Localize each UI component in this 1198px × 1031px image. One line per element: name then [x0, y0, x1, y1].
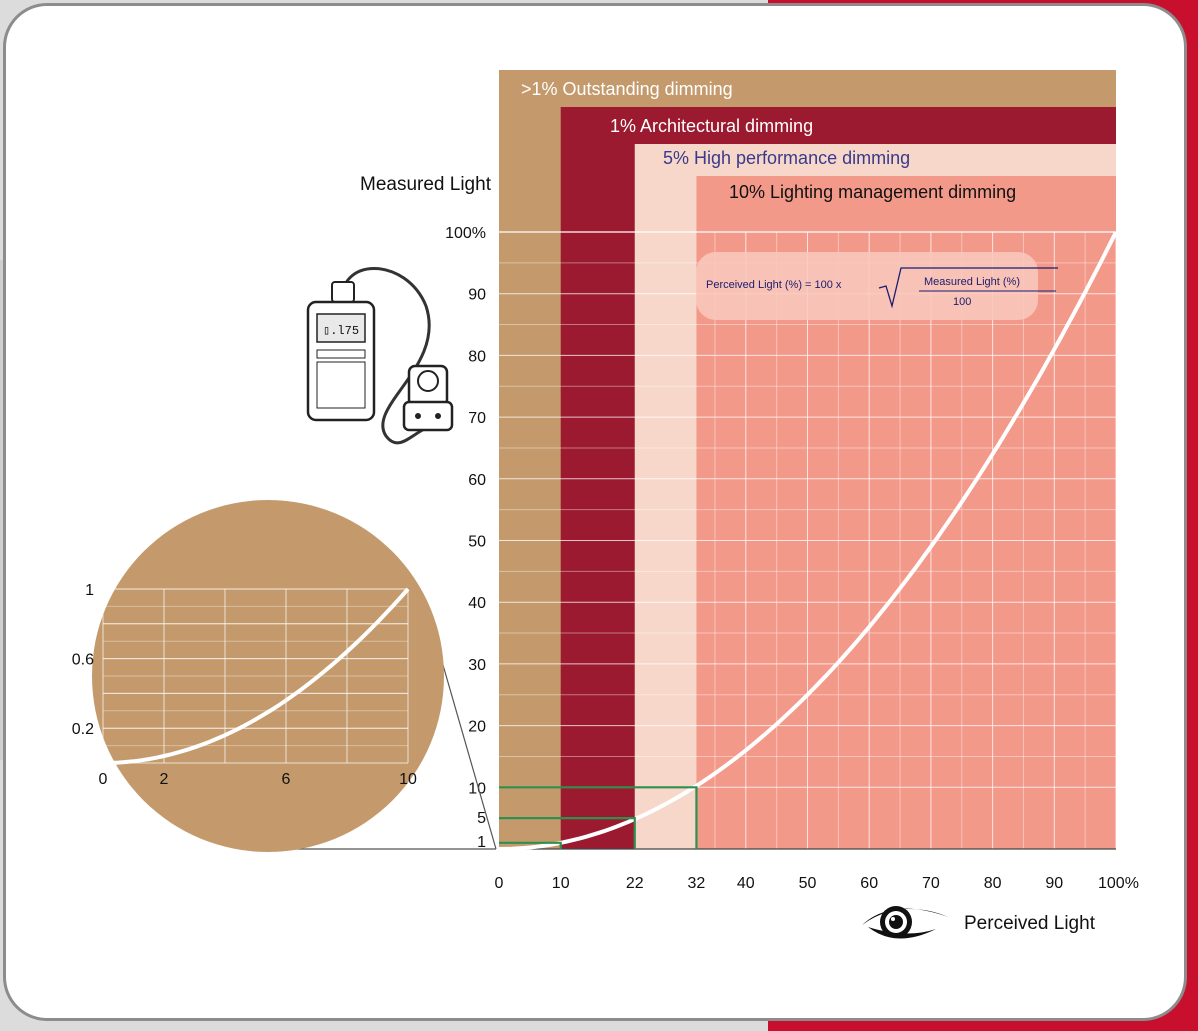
dimming-curve-chart: >1% Outstanding dimming 1% Architectural… [72, 70, 1139, 939]
x-tick-label: 90 [1045, 875, 1063, 892]
y-tick-label: 50 [468, 534, 486, 551]
inset-y-tick-label: 0.6 [72, 652, 94, 669]
y-tick-label: 60 [468, 472, 486, 489]
x-tick-label: 70 [922, 875, 940, 892]
x-tick-label: 80 [984, 875, 1002, 892]
y-tick-label: 90 [468, 287, 486, 304]
x-tick-label: 32 [688, 875, 706, 892]
y-tick-label: 30 [468, 657, 486, 674]
inset-curve-line [102, 587, 410, 765]
marker-0 [499, 841, 562, 849]
y-tick-label: 5 [477, 810, 486, 827]
x-tick-label: 60 [860, 875, 878, 892]
y-tick-label: 40 [468, 595, 486, 612]
x-tick-labels: 0 10 22 32 40 50 60 70 80 90 100% [495, 875, 1139, 892]
band-label-high-performance: 5% High performance dimming [663, 148, 910, 168]
light-meter-icon: ▯.ӏ75 [306, 267, 454, 445]
formula-numerator: Measured Light (%) [924, 276, 1020, 288]
x-axis-title: Perceived Light [964, 913, 1096, 934]
marker-2 [499, 786, 698, 849]
inset-circle [92, 500, 444, 852]
inset-y-tick-labels: 0.2 0.6 1 [72, 582, 94, 738]
y-tick-label: 1 [477, 834, 486, 851]
zoom-inset: 0 2 6 10 0.2 0.6 1 [72, 500, 497, 852]
band-labels: >1% Outstanding dimming 1% Architectural… [521, 79, 1016, 202]
inset-y-tick-label: 1 [85, 582, 94, 599]
inset-x-tick-label: 0 [99, 771, 108, 788]
y-tick-label: 100% [445, 225, 486, 242]
y-tick-labels: 1 5 10 20 30 40 50 60 70 80 90 100% [445, 225, 486, 851]
y-axis-title: Measured Light [360, 174, 492, 195]
infographic-card: >1% Outstanding dimming 1% Architectural… [3, 3, 1187, 1021]
formula-background [696, 252, 1038, 320]
threshold-markers [499, 786, 698, 849]
marker-1 [499, 817, 636, 849]
chart-grid [499, 231, 1117, 850]
inset-x-tick-label: 2 [160, 771, 169, 788]
inset-x-tick-label: 10 [399, 771, 417, 788]
formula-lhs: Perceived Light (%) = 100 x [706, 279, 842, 291]
x-tick-label: 0 [495, 875, 504, 892]
x-tick-label: 100% [1098, 875, 1139, 892]
x-tick-label: 22 [626, 875, 644, 892]
band-label-management: 10% Lighting management dimming [729, 182, 1016, 202]
x-tick-label: 50 [799, 875, 817, 892]
y-tick-label: 20 [468, 719, 486, 736]
inset-x-tick-label: 6 [282, 771, 291, 788]
y-tick-label: 70 [468, 410, 486, 427]
inset-grid [102, 588, 409, 764]
x-tick-label: 40 [737, 875, 755, 892]
formula-box: Perceived Light (%) = 100 x Measured Lig… [696, 252, 1058, 320]
y-tick-label: 80 [468, 348, 486, 365]
band-label-architectural: 1% Architectural dimming [610, 116, 813, 136]
band-label-outstanding: >1% Outstanding dimming [521, 79, 733, 99]
inset-y-tick-label: 0.2 [72, 721, 94, 738]
svg-text:▯.ӏ75: ▯.ӏ75 [323, 324, 359, 338]
sqrt-sign [878, 267, 1058, 309]
main-curve-line [498, 231, 1118, 851]
formula-denominator: 100 [953, 296, 971, 308]
y-tick-label: 10 [468, 780, 486, 797]
eye-icon [862, 906, 948, 939]
inset-x-tick-labels: 0 2 6 10 [99, 771, 417, 788]
x-tick-label: 10 [552, 875, 570, 892]
